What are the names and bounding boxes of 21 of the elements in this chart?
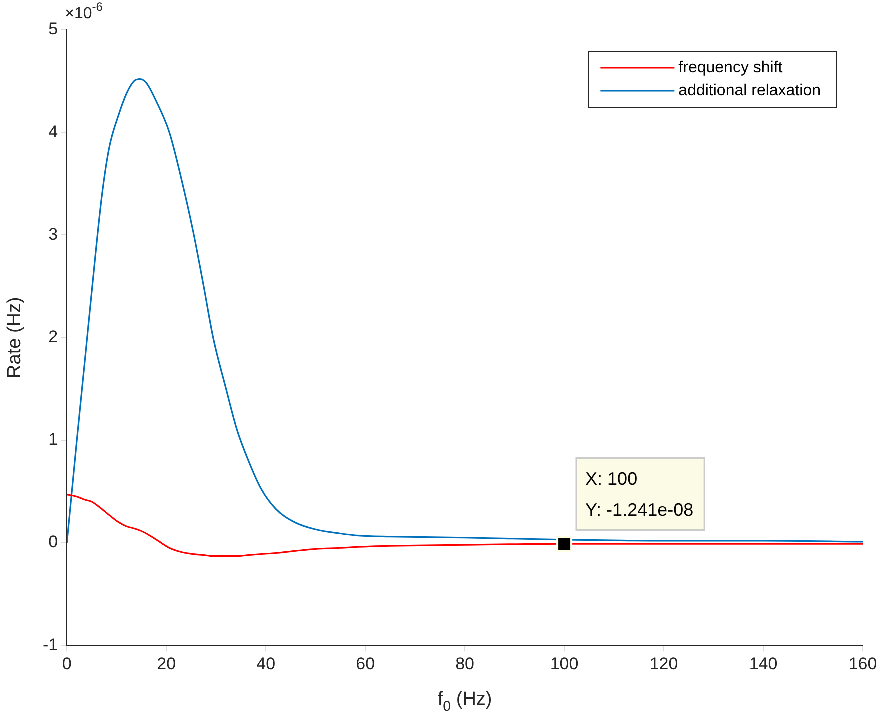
y-tick-label: 4 [48,122,58,142]
y-tick-label: 5 [48,20,58,39]
y-axis-title: Rate (Hz) [4,297,26,378]
x-tick-label: 40 [256,654,276,674]
legend-label: additional relaxation [678,82,822,100]
x-tick-label: 20 [157,654,176,674]
x-tick-label: 100 [550,654,579,674]
x-tick-label: 80 [456,654,475,674]
y-tick-label: 1 [48,430,58,450]
x-tick-label: 0 [62,654,72,674]
x-tick-label: 160 [848,654,878,674]
x-tick-label: 140 [749,654,778,674]
x-tick-label: 60 [356,654,376,674]
annotation: X: 100 Y: -1.241e-08 [586,469,694,520]
y-tick-label: 2 [48,327,58,346]
x-tick-label: 120 [650,654,678,674]
legend-label: frequency shift [678,59,784,76]
y-tick-label: -1 [42,635,58,654]
line-series [67,494,863,558]
y-tick-label: 0 [48,532,58,552]
y-tick-label: 3 [48,224,58,244]
